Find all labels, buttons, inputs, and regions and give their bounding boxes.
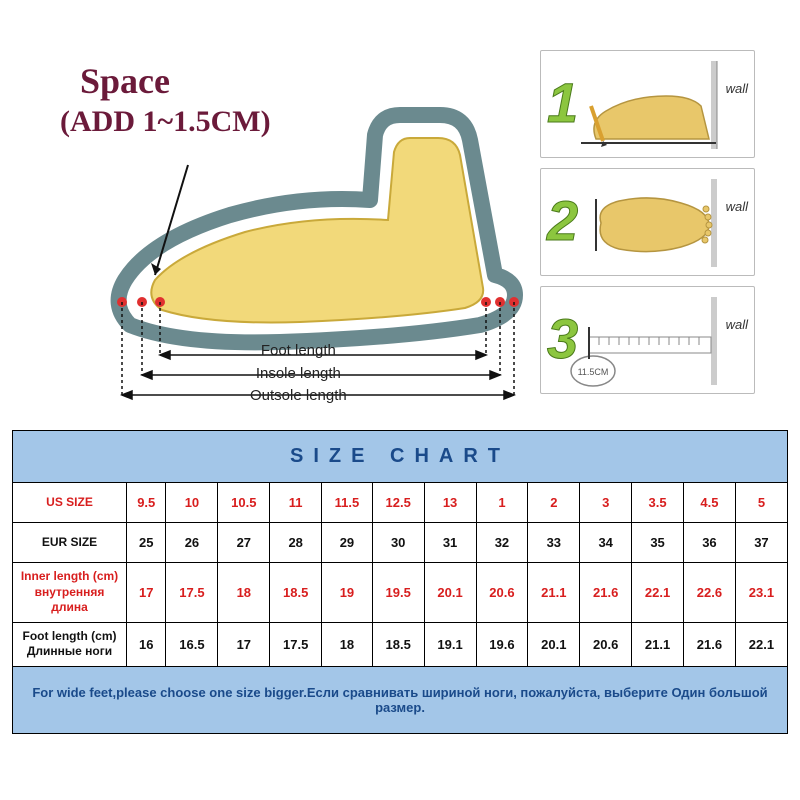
table-cell: 19 xyxy=(322,563,373,623)
measure-labels: Foot length Insole length Outsole length xyxy=(250,340,347,408)
table-cell: 17.5 xyxy=(166,563,218,623)
table-cell: 16.5 xyxy=(166,622,218,666)
size-chart-header: SIZE CHART xyxy=(13,431,788,483)
table-cell: 20.1 xyxy=(424,563,476,623)
table-cell: 10 xyxy=(166,483,218,523)
svg-text:11.5CM: 11.5CM xyxy=(578,367,609,377)
table-row: Foot length (cm)Длинные ноги1616.51717.5… xyxy=(13,622,788,666)
row-label: EUR SIZE xyxy=(13,523,127,563)
row-label: Inner length (cm)внутренняя длина xyxy=(13,563,127,623)
table-cell: 2 xyxy=(528,483,580,523)
row-label: US SIZE xyxy=(13,483,127,523)
wall-label-1: wall xyxy=(726,81,748,96)
step-2: 2 wall xyxy=(540,168,755,276)
table-cell: 32 xyxy=(476,523,528,563)
foot-length-label: Foot length xyxy=(250,340,347,363)
table-cell: 21.1 xyxy=(632,622,684,666)
wall-label-2: wall xyxy=(726,199,748,214)
table-cell: 13 xyxy=(424,483,476,523)
table-cell: 17 xyxy=(127,563,166,623)
table-cell: 19.1 xyxy=(424,622,476,666)
size-chart-footer: For wide feet,please choose one size big… xyxy=(13,666,788,733)
table-cell: 36 xyxy=(684,523,736,563)
table-cell: 20.1 xyxy=(528,622,580,666)
table-cell: 12.5 xyxy=(372,483,424,523)
table-cell: 20.6 xyxy=(580,622,632,666)
table-cell: 19.5 xyxy=(372,563,424,623)
outsole-length-label: Outsole length xyxy=(250,385,347,408)
insole-length-label: Insole length xyxy=(250,363,347,386)
table-cell: 21.6 xyxy=(684,622,736,666)
table-cell: 26 xyxy=(166,523,218,563)
table-cell: 23.1 xyxy=(735,563,787,623)
table-cell: 9.5 xyxy=(127,483,166,523)
step-1-number: 1 xyxy=(547,75,578,131)
table-cell: 10.5 xyxy=(218,483,270,523)
step-3-number: 3 xyxy=(547,311,578,367)
size-chart-table: SIZE CHART US SIZE9.51010.51111.512.5131… xyxy=(12,430,788,734)
table-cell: 37 xyxy=(735,523,787,563)
table-cell: 20.6 xyxy=(476,563,528,623)
table-cell: 34 xyxy=(580,523,632,563)
table-cell: 18 xyxy=(218,563,270,623)
table-cell: 22.1 xyxy=(632,563,684,623)
table-cell: 21.1 xyxy=(528,563,580,623)
table-cell: 28 xyxy=(270,523,322,563)
table-row: Inner length (cm)внутренняя длина1717.51… xyxy=(13,563,788,623)
table-cell: 22.6 xyxy=(684,563,736,623)
table-cell: 18.5 xyxy=(372,622,424,666)
table-cell: 30 xyxy=(372,523,424,563)
wall-label-3: wall xyxy=(726,317,748,332)
table-cell: 17.5 xyxy=(270,622,322,666)
table-cell: 21.6 xyxy=(580,563,632,623)
table-cell: 18.5 xyxy=(270,563,322,623)
table-cell: 22.1 xyxy=(735,622,787,666)
step-2-number: 2 xyxy=(547,193,578,249)
table-cell: 4.5 xyxy=(684,483,736,523)
table-cell: 33 xyxy=(528,523,580,563)
table-cell: 27 xyxy=(218,523,270,563)
table-cell: 1 xyxy=(476,483,528,523)
table-cell: 3 xyxy=(580,483,632,523)
measurement-steps: 1 wall 2 xyxy=(540,50,755,404)
table-cell: 31 xyxy=(424,523,476,563)
table-cell: 5 xyxy=(735,483,787,523)
step-1: 1 wall xyxy=(540,50,755,158)
table-cell: 29 xyxy=(322,523,373,563)
table-row: EUR SIZE25262728293031323334353637 xyxy=(13,523,788,563)
table-cell: 17 xyxy=(218,622,270,666)
table-cell: 35 xyxy=(632,523,684,563)
row-label: Foot length (cm)Длинные ноги xyxy=(13,622,127,666)
table-cell: 19.6 xyxy=(476,622,528,666)
table-cell: 11 xyxy=(270,483,322,523)
table-cell: 16 xyxy=(127,622,166,666)
diagram-area: Space (ADD 1~1.5CM) xyxy=(20,30,780,420)
table-cell: 11.5 xyxy=(322,483,373,523)
table-row: US SIZE9.51010.51111.512.5131233.54.55 xyxy=(13,483,788,523)
table-cell: 3.5 xyxy=(632,483,684,523)
table-cell: 18 xyxy=(322,622,373,666)
table-cell: 25 xyxy=(127,523,166,563)
step-3: 3 11.5CM wall xyxy=(540,286,755,394)
